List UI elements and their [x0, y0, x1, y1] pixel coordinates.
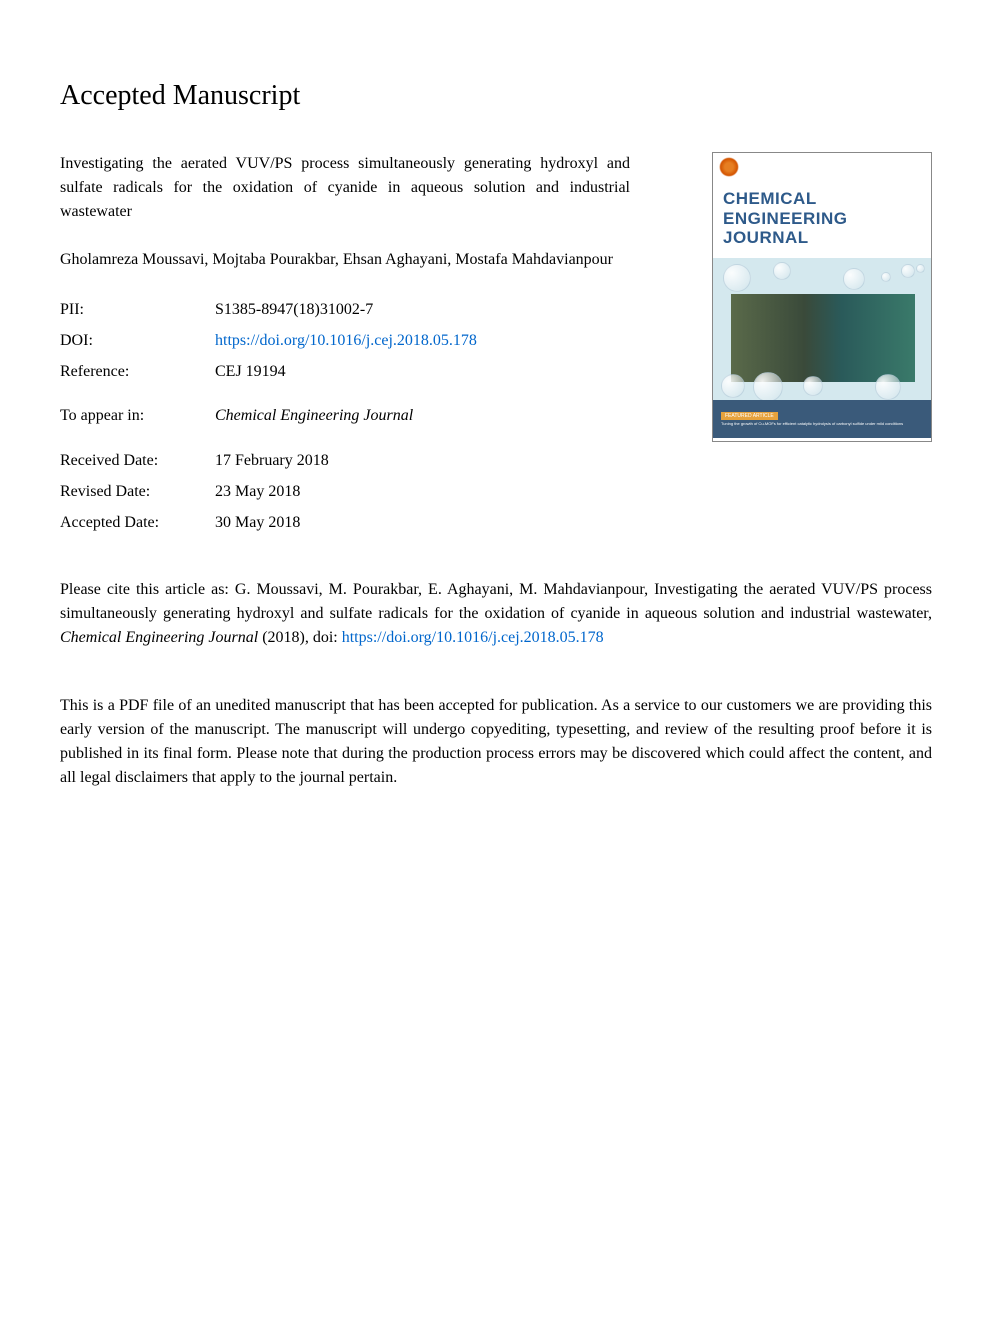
- article-title: Investigating the aerated VUV/PS process…: [60, 152, 630, 224]
- meta-row-received: Received Date: 17 February 2018: [60, 447, 630, 476]
- meta-label: Accepted Date:: [60, 509, 215, 538]
- article-authors: Gholamreza Moussavi, Mojtaba Pourakbar, …: [60, 248, 630, 272]
- meta-row-appear: To appear in: Chemical Engineering Journ…: [60, 402, 630, 431]
- left-column: Investigating the aerated VUV/PS process…: [60, 152, 630, 538]
- cover-footer: FEATURED ARTICLE Tuning the growth of Cu…: [713, 400, 931, 438]
- cover-title-band: CHEMICAL ENGINEERING JOURNAL: [713, 181, 931, 258]
- journal-cover-thumbnail: CHEMICAL ENGINEERING JOURNAL FEATURED AR…: [712, 152, 932, 442]
- meta-label: DOI:: [60, 327, 215, 356]
- meta-row-accepted: Accepted Date: 30 May 2018: [60, 509, 630, 538]
- meta-value: 17 February 2018: [215, 447, 630, 476]
- meta-value: CEJ 19194: [215, 358, 630, 387]
- content-wrapper: Investigating the aerated VUV/PS process…: [60, 152, 932, 538]
- meta-row-reference: Reference: CEJ 19194: [60, 358, 630, 387]
- citation-year: (2018), doi:: [258, 629, 342, 646]
- doi-link[interactable]: https://doi.org/10.1016/j.cej.2018.05.17…: [215, 332, 477, 349]
- meta-label: Revised Date:: [60, 478, 215, 507]
- meta-row-revised: Revised Date: 23 May 2018: [60, 478, 630, 507]
- page-heading: Accepted Manuscript: [60, 80, 932, 112]
- meta-label: To appear in:: [60, 402, 215, 431]
- cover-header: [713, 153, 931, 181]
- meta-label: Received Date:: [60, 447, 215, 476]
- elsevier-logo-icon: [719, 157, 739, 177]
- meta-value: 30 May 2018: [215, 509, 630, 538]
- meta-row-doi: DOI: https://doi.org/10.1016/j.cej.2018.…: [60, 327, 630, 356]
- meta-value: https://doi.org/10.1016/j.cej.2018.05.17…: [215, 327, 630, 356]
- citation-prefix: Please cite this article as: G. Moussavi…: [60, 581, 932, 622]
- citation-journal: Chemical Engineering Journal: [60, 629, 258, 646]
- cover-journal-name: CHEMICAL ENGINEERING JOURNAL: [723, 189, 921, 248]
- cover-footer-text: Tuning the growth of Cu-MOFs for efficie…: [721, 422, 923, 427]
- featured-badge: FEATURED ARTICLE: [721, 412, 778, 420]
- meta-value: 23 May 2018: [215, 478, 630, 507]
- metadata-table: PII: S1385-8947(18)31002-7 DOI: https://…: [60, 296, 630, 538]
- meta-label: PII:: [60, 296, 215, 325]
- meta-value: Chemical Engineering Journal: [215, 402, 630, 431]
- cover-image-area: FEATURED ARTICLE Tuning the growth of Cu…: [713, 258, 931, 438]
- citation-text: Please cite this article as: G. Moussavi…: [60, 578, 932, 650]
- meta-label: Reference:: [60, 358, 215, 387]
- disclaimer-text: This is a PDF file of an unedited manusc…: [60, 694, 932, 790]
- cover-photo: [731, 294, 915, 382]
- meta-value: S1385-8947(18)31002-7: [215, 296, 630, 325]
- citation-doi-link[interactable]: https://doi.org/10.1016/j.cej.2018.05.17…: [342, 629, 604, 646]
- meta-row-pii: PII: S1385-8947(18)31002-7: [60, 296, 630, 325]
